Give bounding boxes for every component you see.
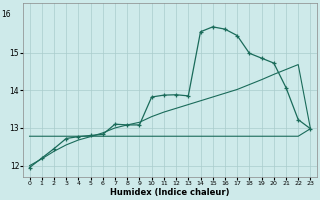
X-axis label: Humidex (Indice chaleur): Humidex (Indice chaleur)	[110, 188, 230, 197]
Text: 16: 16	[2, 10, 11, 19]
